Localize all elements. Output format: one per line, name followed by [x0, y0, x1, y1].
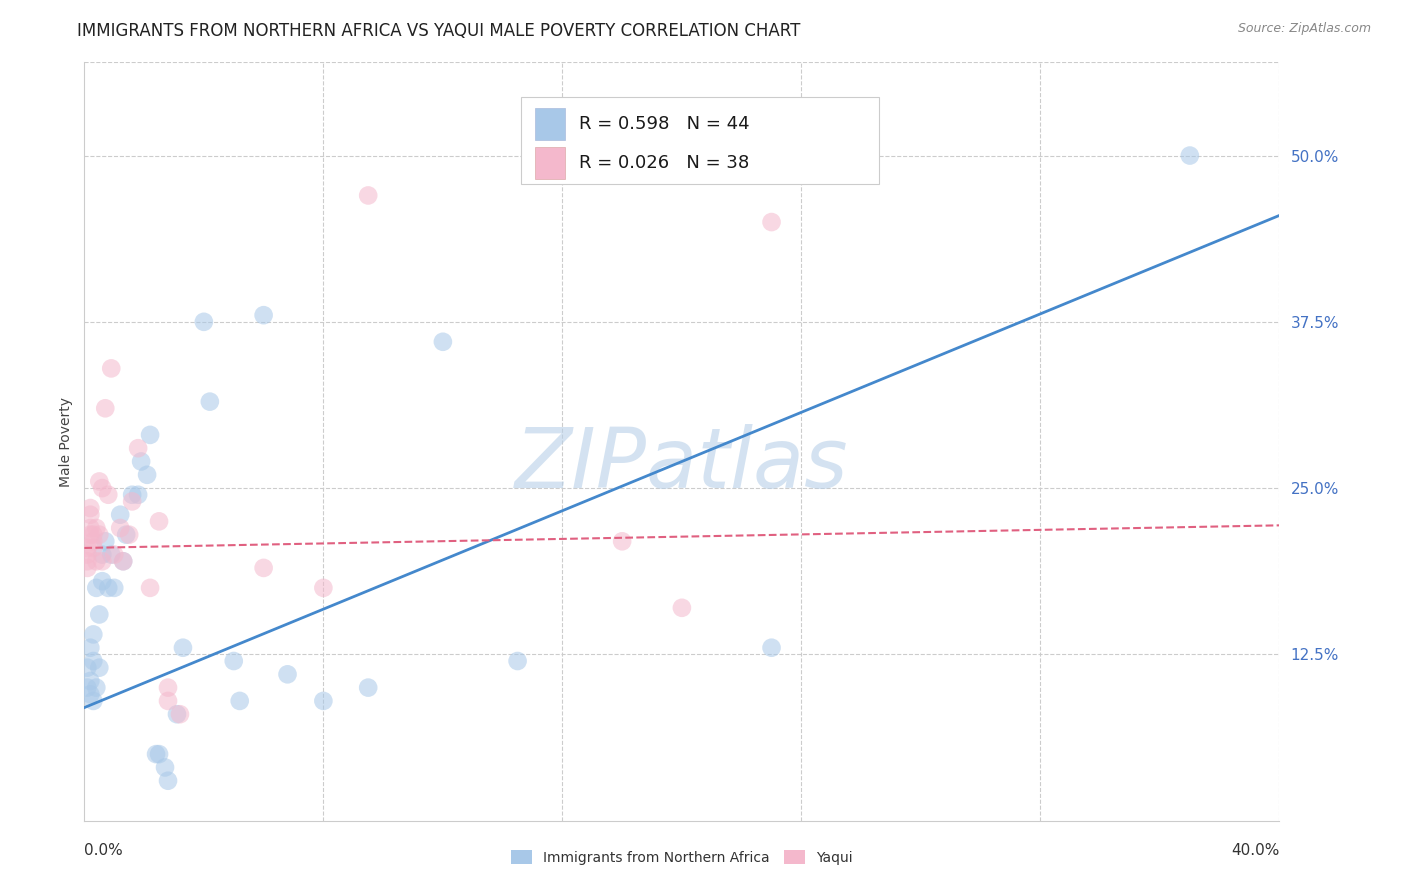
Point: [1178, 148, 1201, 162]
Point: [145, 747, 167, 761]
Point: [139, 428, 162, 442]
Point: [761, 640, 783, 655]
Point: [761, 215, 783, 229]
Point: [82, 541, 104, 555]
Point: [129, 454, 152, 468]
Point: [91, 481, 114, 495]
Point: [118, 527, 141, 541]
Point: [121, 494, 143, 508]
Point: [136, 467, 159, 482]
Point: [193, 315, 215, 329]
Point: [127, 488, 149, 502]
Point: [253, 561, 276, 575]
Point: [91, 548, 114, 562]
Point: [79, 673, 101, 688]
Point: [82, 627, 104, 641]
FancyBboxPatch shape: [520, 96, 879, 184]
Point: [112, 554, 135, 568]
Point: [86, 581, 108, 595]
Point: [148, 514, 170, 528]
Point: [76, 681, 98, 695]
Point: [671, 600, 693, 615]
Point: [79, 527, 101, 541]
Point: [312, 694, 335, 708]
Point: [97, 581, 120, 595]
Point: [357, 681, 380, 695]
Point: [76, 541, 98, 555]
Point: [277, 667, 299, 681]
Legend: Immigrants from Northern Africa, Yaqui: Immigrants from Northern Africa, Yaqui: [506, 845, 858, 871]
Point: [103, 548, 125, 562]
Point: [76, 661, 98, 675]
Point: [89, 527, 111, 541]
Point: [357, 188, 380, 202]
Point: [121, 488, 143, 502]
Text: 40.0%: 40.0%: [1232, 844, 1279, 858]
Point: [153, 760, 176, 774]
Point: [127, 441, 149, 455]
Point: [228, 694, 252, 708]
Point: [76, 561, 98, 575]
Point: [82, 694, 104, 708]
Point: [506, 654, 529, 668]
FancyBboxPatch shape: [534, 108, 565, 140]
Text: 0.0%: 0.0%: [84, 844, 124, 858]
Point: [89, 607, 111, 622]
Point: [86, 521, 108, 535]
Point: [253, 308, 276, 322]
Point: [94, 401, 117, 416]
Text: Source: ZipAtlas.com: Source: ZipAtlas.com: [1237, 22, 1371, 36]
Point: [82, 534, 104, 549]
Point: [89, 475, 111, 489]
Text: R = 0.598   N = 44: R = 0.598 N = 44: [579, 115, 749, 133]
Point: [79, 508, 101, 522]
Text: R = 0.026   N = 38: R = 0.026 N = 38: [579, 154, 749, 172]
Point: [222, 654, 245, 668]
Point: [198, 394, 221, 409]
Point: [432, 334, 454, 349]
Point: [100, 548, 122, 562]
Point: [172, 640, 194, 655]
Point: [139, 581, 162, 595]
Text: IMMIGRANTS FROM NORTHERN AFRICA VS YAQUI MALE POVERTY CORRELATION CHART: IMMIGRANTS FROM NORTHERN AFRICA VS YAQUI…: [77, 22, 800, 40]
Point: [157, 681, 180, 695]
Point: [79, 501, 101, 516]
Point: [100, 361, 122, 376]
Point: [79, 640, 101, 655]
Point: [79, 687, 101, 701]
Point: [82, 527, 104, 541]
Point: [312, 581, 335, 595]
Point: [157, 773, 180, 788]
Point: [166, 707, 188, 722]
Point: [86, 681, 108, 695]
Point: [97, 488, 120, 502]
Point: [169, 707, 191, 722]
Point: [89, 661, 111, 675]
Point: [612, 534, 634, 549]
Point: [76, 548, 98, 562]
Point: [79, 521, 101, 535]
Point: [157, 694, 180, 708]
Point: [112, 554, 135, 568]
Point: [76, 554, 98, 568]
Point: [115, 527, 138, 541]
Point: [110, 508, 132, 522]
Point: [86, 554, 108, 568]
Point: [110, 521, 132, 535]
Text: ZIPatlas: ZIPatlas: [515, 424, 849, 505]
Y-axis label: Male Poverty: Male Poverty: [59, 397, 73, 486]
Point: [148, 747, 170, 761]
Point: [700, 122, 723, 136]
Point: [91, 574, 114, 589]
Point: [82, 654, 104, 668]
Point: [103, 581, 125, 595]
Point: [91, 554, 114, 568]
FancyBboxPatch shape: [534, 147, 565, 179]
Point: [94, 534, 117, 549]
